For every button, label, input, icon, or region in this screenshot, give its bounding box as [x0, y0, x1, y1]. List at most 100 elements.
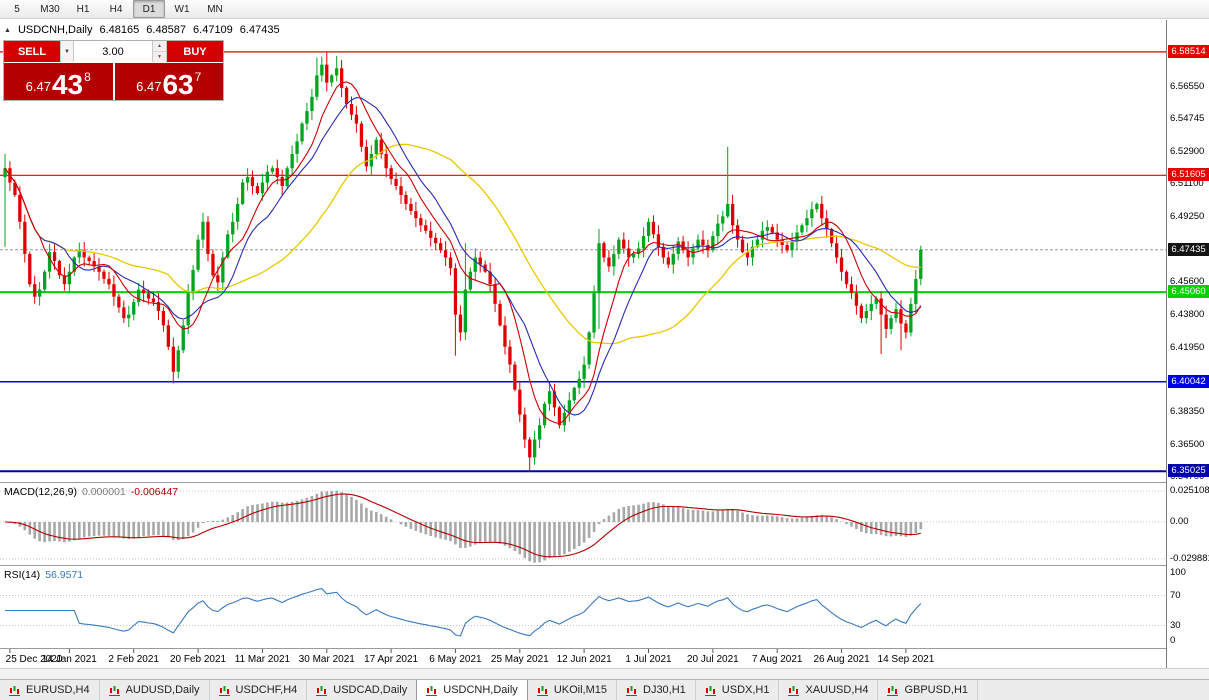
macd-tick-label: 0.025108: [1170, 484, 1209, 496]
rsi-tick-label: 70: [1170, 589, 1181, 601]
chart-tab-label: USDCAD,Daily: [333, 684, 408, 696]
price-tick-label: 6.54745: [1170, 113, 1205, 125]
buy-button[interactable]: BUY: [167, 41, 223, 62]
chart-tab-label: EURUSD,H4: [26, 684, 90, 696]
chart-header: ▲ USDCNH,Daily 6.48165 6.48587 6.47109 6…: [4, 24, 280, 36]
chart-tab-ukoil-m15[interactable]: UKOil,M15: [528, 680, 617, 700]
chart-tab-usdx-h1[interactable]: USDX,H1: [696, 680, 780, 700]
rsi-indicator-label: RSI(14) 56.9571: [4, 569, 83, 581]
price-axis[interactable]: 6.56550 6.54745 6.52900 6.51100 6.49250 6.456…: [1166, 20, 1209, 668]
date-label: 25 May 2021: [490, 654, 549, 665]
price-tick-label: 6.36500: [1170, 438, 1205, 450]
macd-main-value: 0.000001: [81, 486, 126, 498]
timeframe-toolbar: 5 M30 H1 H4 D1 W1 MN: [0, 0, 1209, 19]
chart-tab-label: USDCNH,Daily: [443, 684, 518, 696]
date-axis[interactable]: 25 Dec 2020 14 Jan 2021 2 Feb 2021 20 Feb 2…: [0, 649, 1166, 668]
chart-symbol-label: USDCNH,Daily: [17, 24, 93, 36]
level-price-badge: 6.35025: [1168, 464, 1209, 478]
chart-tab-audusd-daily[interactable]: AUDUSD,Daily: [100, 680, 210, 700]
macd-name: MACD(12,26,9): [4, 486, 77, 498]
candlestick-chart-icon: [626, 685, 638, 696]
chart-tab-label: GBPUSD,H1: [904, 684, 969, 696]
volume-input[interactable]: [74, 41, 152, 62]
sell-price-prefix: 6.47: [25, 79, 51, 94]
buy-price-display[interactable]: 6.47 63 7: [114, 63, 223, 101]
volume-field: ▲ ▼: [74, 41, 167, 62]
macd-tick-label: -0.029881: [1170, 552, 1209, 564]
date-label: 6 May 2021: [429, 654, 482, 665]
chart-tab-usdcad-daily[interactable]: USDCAD,Daily: [307, 680, 418, 700]
timeframe-button-w1[interactable]: W1: [174, 3, 190, 15]
ohlc-close-value: 6.47435: [239, 24, 280, 36]
candlestick-chart-icon: [108, 685, 121, 696]
date-label: 12 Jun 2021: [556, 654, 612, 665]
chart-tab-usdchf-h4[interactable]: USDCHF,H4: [210, 680, 308, 700]
chart-tab-label: XAUUSD,H4: [805, 684, 869, 696]
level-price-badge: 6.58514: [1168, 44, 1209, 58]
chart-tab-eurusd-h4[interactable]: EURUSD,H4: [0, 680, 100, 700]
candlestick-chart-icon: [536, 685, 549, 696]
sell-button[interactable]: SELL: [4, 41, 60, 62]
date-label: 17 Apr 2021: [364, 654, 419, 665]
pane-separator-macd-rsi[interactable]: [0, 565, 1209, 566]
buy-price-pipette: 7: [194, 70, 202, 84]
chart-tab-gbpusd-h1[interactable]: GBPUSD,H1: [878, 680, 979, 700]
date-label: 14 Jan 2021: [41, 654, 97, 665]
ohlc-high-value: 6.48587: [146, 24, 187, 36]
date-label: 14 Sep 2021: [877, 654, 935, 665]
status-strip: [0, 668, 1209, 679]
chart-tab-xauusd-h4[interactable]: XAUUSD,H4: [779, 680, 879, 700]
rsi-name: RSI(14): [4, 569, 41, 581]
buy-price-big-digits: 63: [162, 69, 194, 101]
timeframe-button-5[interactable]: 5: [14, 3, 20, 15]
chart-tab-label: DJ30,H1: [643, 684, 686, 696]
candlestick-chart-canvas[interactable]: [0, 20, 1166, 668]
rsi-tick-label: 0: [1170, 635, 1176, 646]
level-price-badge: 6.45060: [1168, 285, 1209, 299]
timeframe-button-m30[interactable]: M30: [40, 3, 60, 15]
chart-tab-dj30-h1[interactable]: DJ30,H1: [617, 680, 696, 700]
rsi-tick-label: 30: [1170, 619, 1181, 631]
price-tick-label: 6.52900: [1170, 146, 1205, 158]
rsi-value: 56.9571: [45, 569, 84, 581]
date-label: 2 Feb 2021: [108, 654, 159, 665]
price-tick-label: 6.45600: [1170, 276, 1205, 288]
candlestick-chart-icon: [704, 685, 717, 696]
pane-separator-main-macd[interactable]: [0, 482, 1209, 483]
symbol-marker-icon: ▲: [4, 26, 11, 34]
sell-price-pipette: 8: [84, 70, 91, 84]
current-price-badge: 6.47435: [1168, 242, 1209, 256]
price-tick-label: 6.49250: [1170, 211, 1205, 223]
chart-tab-label: AUDUSD,Daily: [125, 684, 200, 696]
timeframe-button-mn[interactable]: MN: [207, 3, 223, 15]
buy-price-prefix: 6.47: [136, 79, 162, 94]
volume-down-button[interactable]: ▼: [153, 51, 166, 62]
price-tick-label: 6.51100: [1170, 178, 1204, 190]
chart-tab-label: USDCHF,H4: [235, 684, 298, 696]
candlestick-chart-icon: [9, 685, 21, 696]
level-price-badge: 6.51605: [1168, 168, 1209, 182]
chart-window[interactable]: ▲ USDCNH,Daily 6.48165 6.48587 6.47109 6…: [0, 20, 1209, 668]
timeframe-button-d1[interactable]: D1: [133, 0, 165, 18]
candlestick-chart-icon: [218, 685, 231, 696]
sell-price-display[interactable]: 6.47 43 8: [4, 63, 113, 100]
timeframe-button-h4[interactable]: H4: [109, 3, 123, 15]
volume-up-button[interactable]: ▲: [153, 41, 166, 51]
date-label: 7 Aug 2021: [751, 654, 803, 665]
price-tick-label: 6.38350: [1170, 405, 1205, 417]
timeframe-button-h1[interactable]: H1: [76, 3, 90, 15]
date-label: 1 Jul 2021: [625, 654, 672, 665]
macd-indicator-label: MACD(12,26,9) 0.000001 -0.006447: [4, 486, 178, 498]
date-label: 11 Mar 2021: [234, 654, 291, 665]
price-tick-label: 6.56550: [1170, 81, 1205, 92]
rsi-tick-label: 100: [1170, 567, 1186, 578]
macd-signal-value: -0.006447: [130, 486, 179, 498]
chart-tab-usdcnh-daily[interactable]: USDCNH,Daily: [417, 680, 528, 700]
chart-tab-bar: EURUSD,H4 AUDUSD,Daily USDCHF,H4 USDCAD,Dai…: [0, 679, 1209, 700]
level-price-badge: 6.40042: [1168, 374, 1209, 388]
trade-options-dropdown[interactable]: ▼: [60, 41, 74, 62]
volume-spinner: ▲ ▼: [152, 41, 167, 62]
chart-tab-label: USDX,H1: [721, 684, 770, 696]
ohlc-low-value: 6.47109: [193, 24, 233, 36]
